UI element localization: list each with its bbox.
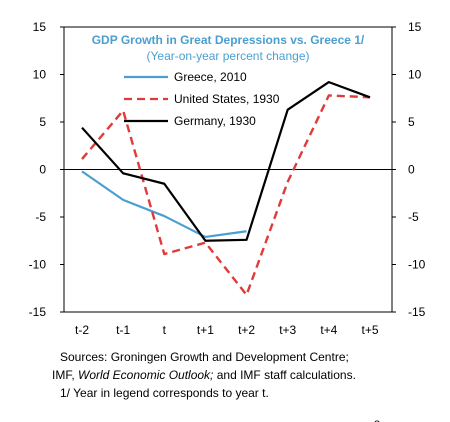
sources-note-2-italic: World Economic Outlook; [78, 368, 214, 382]
y-tick-label-left: 5 [39, 115, 46, 129]
x-tick-label: t+4 [320, 323, 337, 337]
x-tick-label: t-1 [116, 323, 130, 337]
sources-note-2-suffix: and IMF staff calculations. [213, 368, 356, 382]
y-tick-label-left: -15 [29, 305, 47, 319]
x-tick-label: t+3 [279, 323, 296, 337]
y-tick-label-left: 10 [33, 68, 47, 82]
y-tick-label-right: 10 [408, 68, 422, 82]
series-line-greece-2010 [81, 170, 247, 239]
sources-note-2-prefix: IMF, [52, 368, 78, 382]
sources-note: Sources: Groningen Growth and Developmen… [60, 350, 349, 364]
page-number: 8 [374, 419, 380, 422]
series-line-germany-1930 [81, 80, 371, 242]
y-tick-label-right: 5 [408, 115, 415, 129]
x-tick-label: t+5 [361, 323, 378, 337]
y-tick-label-left: 0 [39, 163, 46, 177]
y-tick-label-left: 15 [33, 20, 47, 34]
y-tick-label-right: -10 [408, 258, 426, 272]
x-tick-label: t [163, 323, 167, 337]
chart-subtitle: (Year-on-year percent change) [147, 49, 310, 63]
legend-label: Germany, 1930 [174, 114, 256, 128]
series-line-united-states-1930 [81, 94, 371, 297]
x-tick-label: t+2 [238, 323, 255, 337]
legend-label: Greece, 2010 [174, 70, 247, 84]
y-tick-label-right: -15 [408, 305, 426, 319]
chart-title: GDP Growth in Great Depressions vs. Gree… [92, 33, 365, 47]
x-tick-label: t+1 [197, 323, 214, 337]
y-tick-label-left: -5 [35, 210, 46, 224]
sources-note-2: IMF, World Economic Outlook; and IMF sta… [52, 366, 356, 384]
y-tick-label-left: -10 [29, 258, 47, 272]
legend-year-note: 1/ Year in legend corresponds to year t. [60, 386, 269, 400]
y-tick-label-right: 0 [408, 163, 415, 177]
y-tick-label-right: -5 [408, 210, 419, 224]
x-tick-label: t-2 [75, 323, 89, 337]
y-tick-label-right: 15 [408, 20, 422, 34]
legend-label: United States, 1930 [174, 92, 280, 106]
